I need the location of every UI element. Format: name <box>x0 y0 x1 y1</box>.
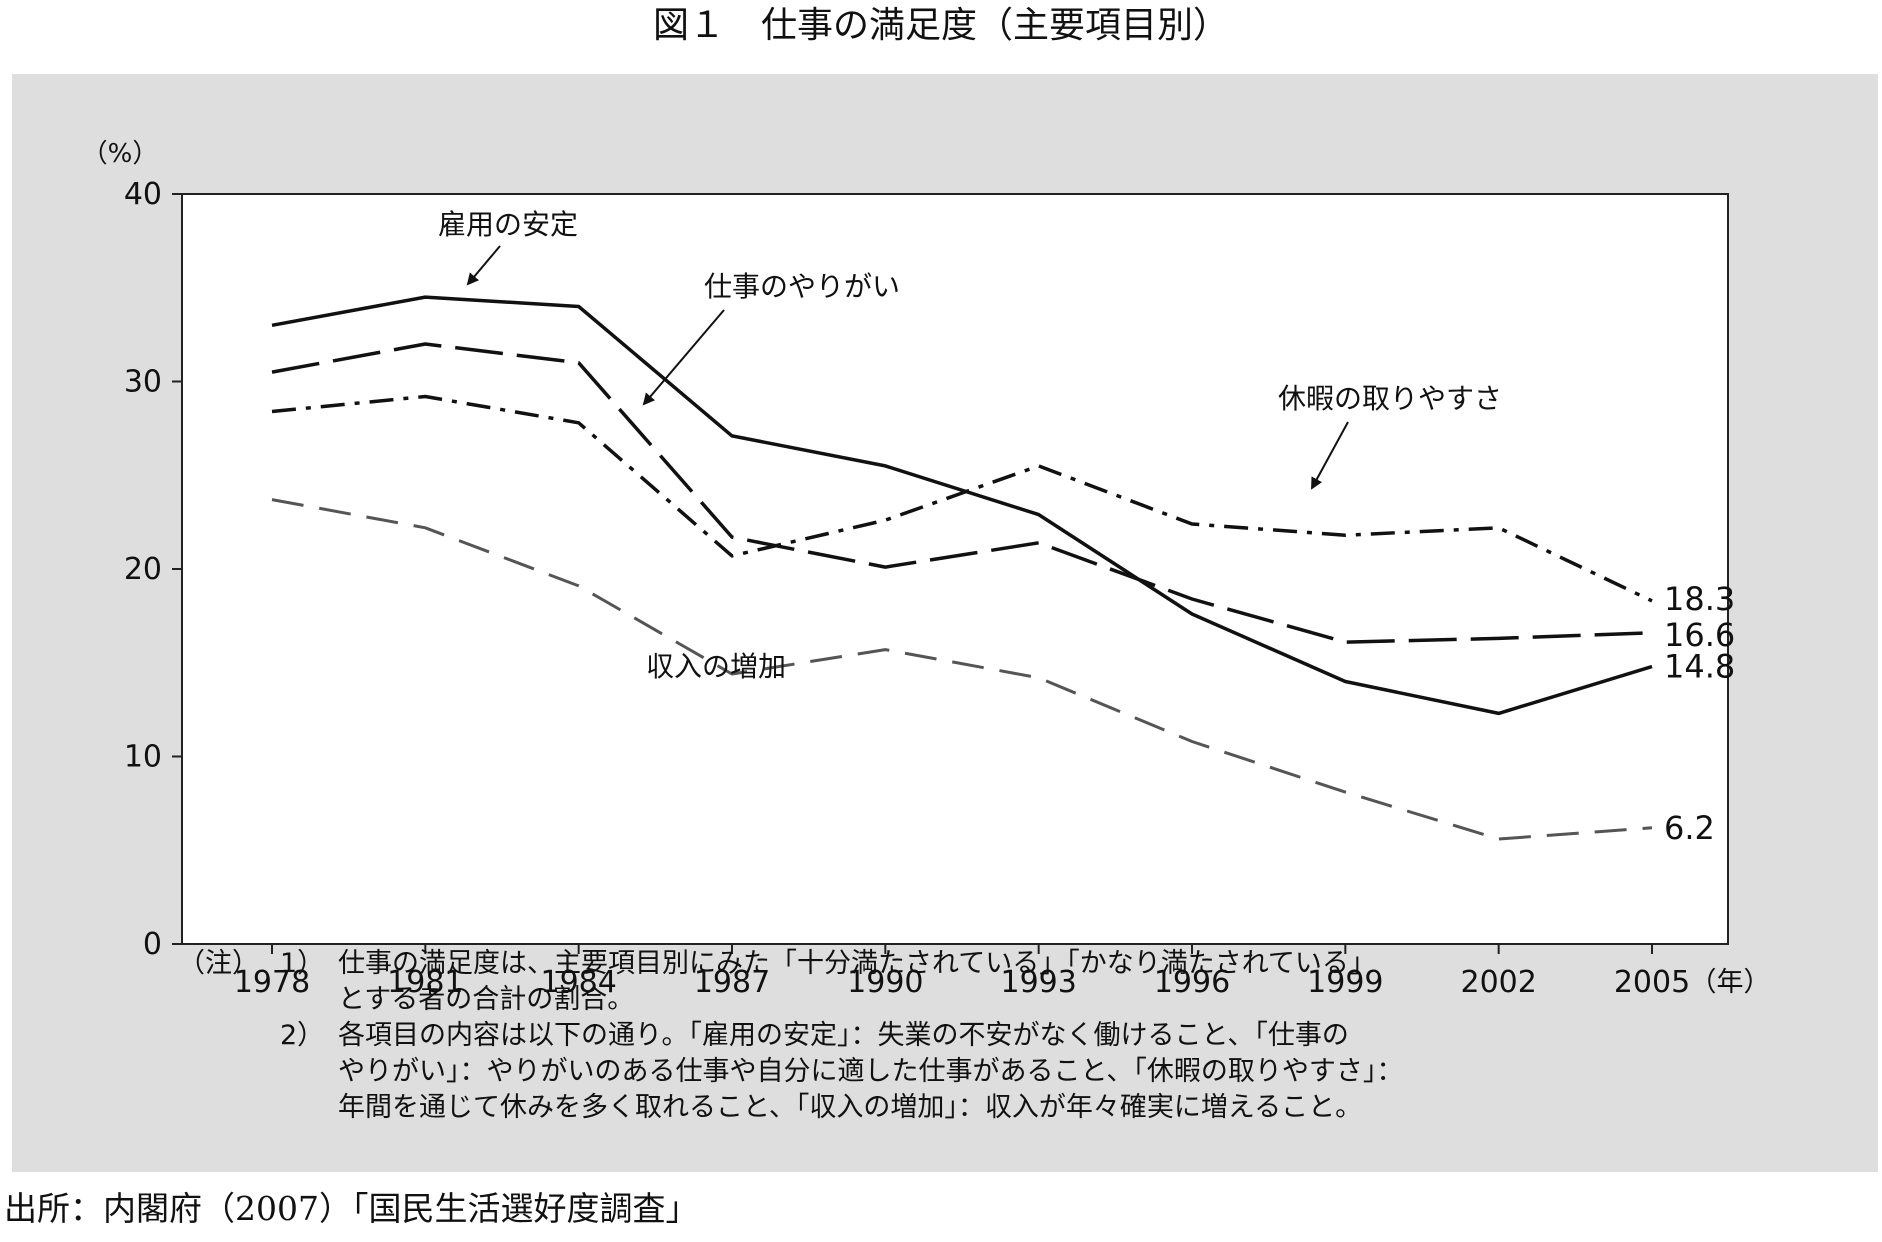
y-axis: 0 10 20 30 40 <box>124 177 182 962</box>
x-tick-label: 1993 <box>1000 965 1076 1000</box>
end-label: 16.6 <box>1664 616 1735 654</box>
note-1-line-1: 仕事の満足度は、主要項目別にみた「十分満たされている」「かなり満たされている」 <box>338 948 1376 979</box>
x-tick-label: 2002 <box>1460 965 1536 1000</box>
note-2-line-1: 各項目の内容は以下の通り。「雇用の安定」：失業の不安がなく働けること、「仕事の <box>338 1020 1349 1051</box>
series-line-3 <box>271 498 1653 841</box>
callout-kyuuka: 休暇の取りやすさ <box>1278 382 1502 415</box>
x-tick-label: 1987 <box>694 965 770 1000</box>
notes-label: （注） <box>178 948 259 979</box>
end-labels: 14.816.618.3 6.2 <box>1664 580 1735 847</box>
callout-yarigai-arrow <box>642 309 725 406</box>
end-label: 18.3 <box>1664 580 1735 618</box>
x-tick-label: 1984 <box>540 965 616 1000</box>
callout-yarigai: 仕事のやりがい <box>704 270 900 303</box>
end-label: 14.8 <box>1664 648 1735 686</box>
plot-area <box>181 193 1729 945</box>
callout-koyou: 雇用の安定 <box>438 208 578 241</box>
x-tick-label: 1978 <box>234 965 310 1000</box>
x-tick-label: 1999 <box>1307 965 1383 1000</box>
x-tick-label: 1990 <box>847 965 923 1000</box>
note-1-line-2: とする者の合計の割合。 <box>338 984 635 1015</box>
y-tick-label: 40 <box>124 177 162 212</box>
source-citation: 出所：内閣府（2007）「国民生活選好度調査」 <box>4 1189 699 1228</box>
note-2-line-3: 年間を通じて休みを多く取れること、「収入の増加」：収入が年々確実に増えること。 <box>338 1092 1363 1123</box>
series-line-1 <box>271 342 1653 644</box>
y-axis-unit: （%） <box>82 139 159 169</box>
series-line-2 <box>271 394 1653 603</box>
y-tick-label: 0 <box>143 927 162 962</box>
x-tick-label: 1981 <box>387 965 463 1000</box>
series-line-0 <box>271 295 1653 716</box>
y-tick-label: 10 <box>124 740 162 775</box>
x-tick-label: 1996 <box>1154 965 1230 1000</box>
notes: （注） 1） 仕事の満足度は、主要項目別にみた「十分満たされている」「かなり満たされ… <box>178 946 1828 1126</box>
chart-panel: （%） （年） 0 10 20 30 40 1978 1981 1984 1987 1990 19… <box>12 74 1878 1172</box>
callout-kyuuka-arrow <box>1311 421 1349 490</box>
note-2-number: 2） <box>280 1020 325 1051</box>
y-tick-label: 20 <box>124 552 162 587</box>
callout-koyou-arrow <box>466 245 501 286</box>
note-2: 2） 各項目の内容は以下の通り。「雇用の安定」：失業の不安がなく働けること、「仕事… <box>178 1018 1828 1054</box>
y-tick-label: 30 <box>124 365 162 400</box>
callout-shuunyuu: 収入の増加 <box>646 650 786 683</box>
figure-title: 図１ 仕事の満足度（主要項目別） <box>652 5 1229 46</box>
x-axis-unit: （年） <box>1690 967 1771 998</box>
note-1: （注） 1） 仕事の満足度は、主要項目別にみた「十分満たされている」「かなり満たされ… <box>178 946 1828 982</box>
note-2-line-2: やりがい」：やりがいのある仕事や自分に適した仕事があること、「休暇の取りやすさ」… <box>338 1056 1404 1087</box>
x-tick-label: 2005 <box>1614 965 1690 1000</box>
series-lines <box>271 295 1653 841</box>
note-1-number: 1） <box>280 948 325 979</box>
x-axis: 1978 1981 1984 1987 1990 1993 1996 1999 2002 2005 <box>234 944 1690 1000</box>
end-label: 6.2 <box>1664 809 1715 847</box>
